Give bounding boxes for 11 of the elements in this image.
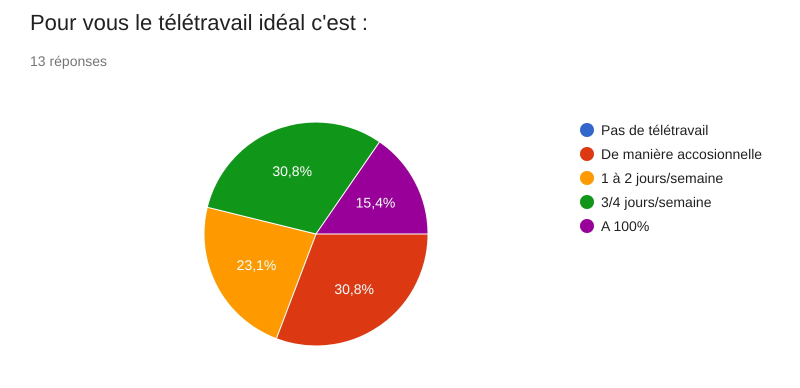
chart-title: Pour vous le télétravail idéal c'est :: [30, 10, 368, 35]
legend-label: A 100%: [601, 218, 650, 234]
legend-label: De manière accosionnelle: [601, 146, 762, 162]
data-label: 15,4%: [356, 194, 396, 211]
legend-label: Pas de télétravail: [601, 122, 708, 138]
legend-label: 1 à 2 jours/semaine: [601, 170, 724, 186]
legend-label: 3/4 jours/semaine: [601, 194, 712, 210]
text: 13 réponses: [30, 53, 108, 69]
data-label: 23,1%: [236, 257, 276, 274]
data-label: 30,8%: [334, 281, 374, 298]
data-label: 30,8%: [272, 163, 312, 180]
